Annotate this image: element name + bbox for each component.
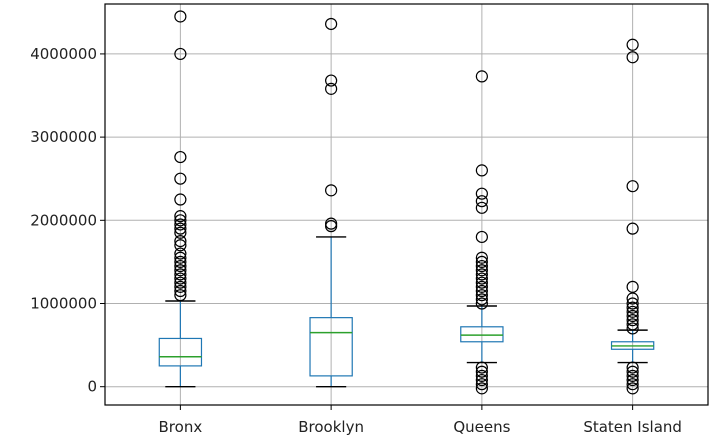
flier-staten-island [626, 314, 639, 327]
flier-staten-island [626, 373, 639, 387]
flier-queens [475, 259, 488, 273]
flier-staten-island [626, 38, 639, 51]
flier-queens [475, 268, 488, 281]
flier-staten-island [626, 365, 639, 378]
flier-bronx [174, 47, 187, 61]
flier-bronx [174, 272, 187, 285]
flier-queens [475, 284, 488, 298]
flier-bronx [174, 255, 187, 269]
flier-bronx [174, 264, 187, 277]
flier-staten-island [626, 382, 639, 395]
flier-brooklyn [325, 74, 338, 87]
flier-queens [475, 195, 488, 208]
flier-queens [475, 297, 488, 310]
flier-staten-island [626, 180, 639, 193]
flier-staten-island [626, 292, 639, 305]
x-tick-label: Brooklyn [298, 418, 364, 436]
flier-bronx [174, 150, 187, 164]
flier-queens [475, 187, 488, 200]
flier-bronx [174, 247, 187, 260]
box-brooklyn [309, 317, 353, 377]
flier-staten-island [626, 280, 639, 293]
flier-bronx [174, 268, 187, 281]
flier-staten-island [626, 369, 639, 382]
flier-staten-island [626, 297, 639, 310]
flier-bronx [174, 222, 187, 235]
flier-queens [475, 293, 488, 306]
x-tick-label: Bronx [159, 418, 203, 436]
flier-bronx [174, 210, 187, 223]
flier-bronx [174, 280, 187, 293]
flier-staten-island [626, 378, 639, 391]
flier-queens [475, 255, 488, 269]
flier-bronx [174, 276, 187, 289]
flier-brooklyn [325, 82, 338, 95]
flier-brooklyn [325, 17, 338, 31]
y-tick-label: 4000000 [30, 45, 97, 63]
flier-staten-island [626, 318, 639, 331]
flier-queens [475, 373, 488, 387]
flier-bronx [174, 284, 187, 298]
flier-brooklyn [325, 184, 338, 197]
y-tick-label: 0 [87, 378, 97, 396]
y-tick-label: 1000000 [30, 295, 97, 313]
flier-bronx [174, 251, 187, 264]
flier-queens [475, 230, 488, 244]
flier-bronx [174, 10, 187, 23]
y-tick-label: 2000000 [30, 211, 97, 229]
flier-queens [475, 276, 488, 289]
flier-queens [475, 164, 488, 177]
x-tick-label: Staten Island [583, 418, 682, 436]
flier-staten-island [626, 301, 639, 314]
flier-queens [475, 378, 488, 391]
flier-staten-island [626, 305, 639, 318]
flier-bronx [174, 239, 187, 252]
plot-frame [104, 3, 709, 406]
flier-bronx [174, 193, 187, 206]
flier-queens [475, 382, 488, 395]
flier-staten-island [626, 322, 639, 335]
box-queens [460, 326, 504, 343]
flier-bronx [174, 172, 187, 185]
flier-bronx [174, 218, 187, 231]
flier-staten-island [626, 222, 639, 235]
flier-queens [475, 369, 488, 382]
flier-queens [475, 272, 488, 285]
flier-staten-island [626, 51, 639, 64]
flier-queens [475, 280, 488, 293]
x-tick-label: Queens [453, 418, 510, 436]
flier-queens [475, 289, 488, 302]
y-tick-label: 3000000 [30, 128, 97, 146]
flier-bronx [174, 235, 187, 248]
flier-staten-island [626, 309, 639, 323]
flier-bronx [174, 289, 187, 302]
flier-staten-island [626, 361, 639, 374]
flier-queens [475, 201, 488, 214]
flier-queens [475, 264, 488, 277]
flier-queens [475, 70, 488, 83]
box-bronx [158, 337, 203, 367]
flier-queens [475, 365, 488, 378]
flier-bronx [174, 214, 187, 227]
flier-brooklyn [325, 217, 338, 230]
flier-bronx [174, 226, 187, 239]
flier-queens [475, 361, 488, 374]
flier-queens [475, 251, 488, 264]
flier-bronx [174, 259, 187, 273]
